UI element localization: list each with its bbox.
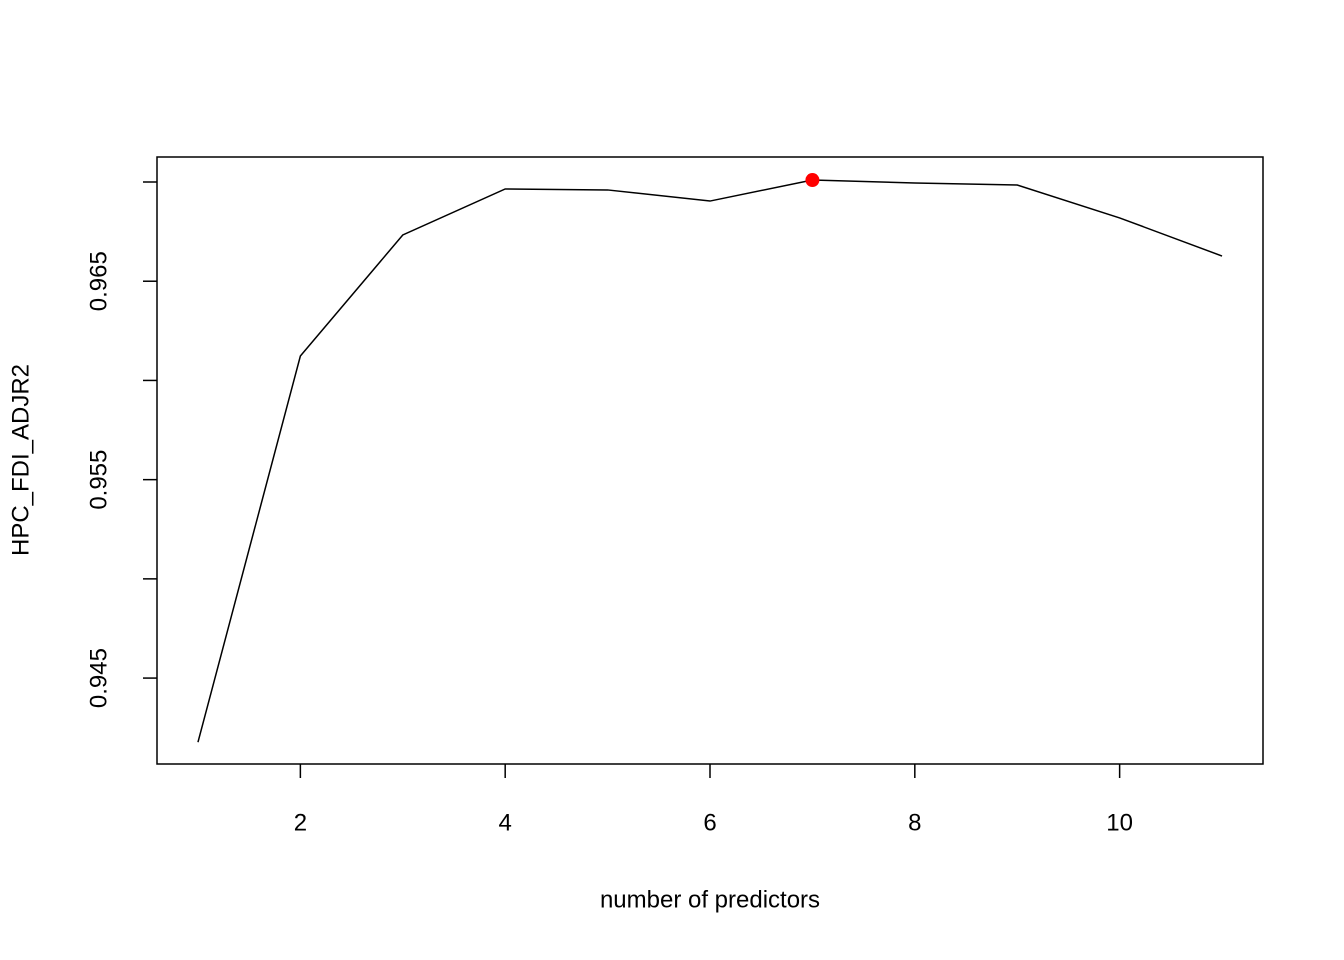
y-tick-label: 0.955 — [85, 450, 112, 510]
x-tick-label: 6 — [703, 809, 716, 836]
line-series — [197, 179, 1223, 743]
x-tick-label: 2 — [294, 809, 307, 836]
highlight-point — [805, 173, 820, 188]
x-tick-label: 10 — [1106, 809, 1133, 836]
x-tick-label: 4 — [499, 809, 512, 836]
y-tick-label: 0.945 — [85, 648, 112, 708]
x-axis-label: number of predictors — [600, 886, 820, 913]
y-axis-label: HPC_FDI_ADJR2 — [7, 364, 34, 556]
y-tick-label: 0.965 — [85, 251, 112, 311]
plot-frame — [156, 156, 1264, 765]
x-tick-label: 8 — [908, 809, 921, 836]
